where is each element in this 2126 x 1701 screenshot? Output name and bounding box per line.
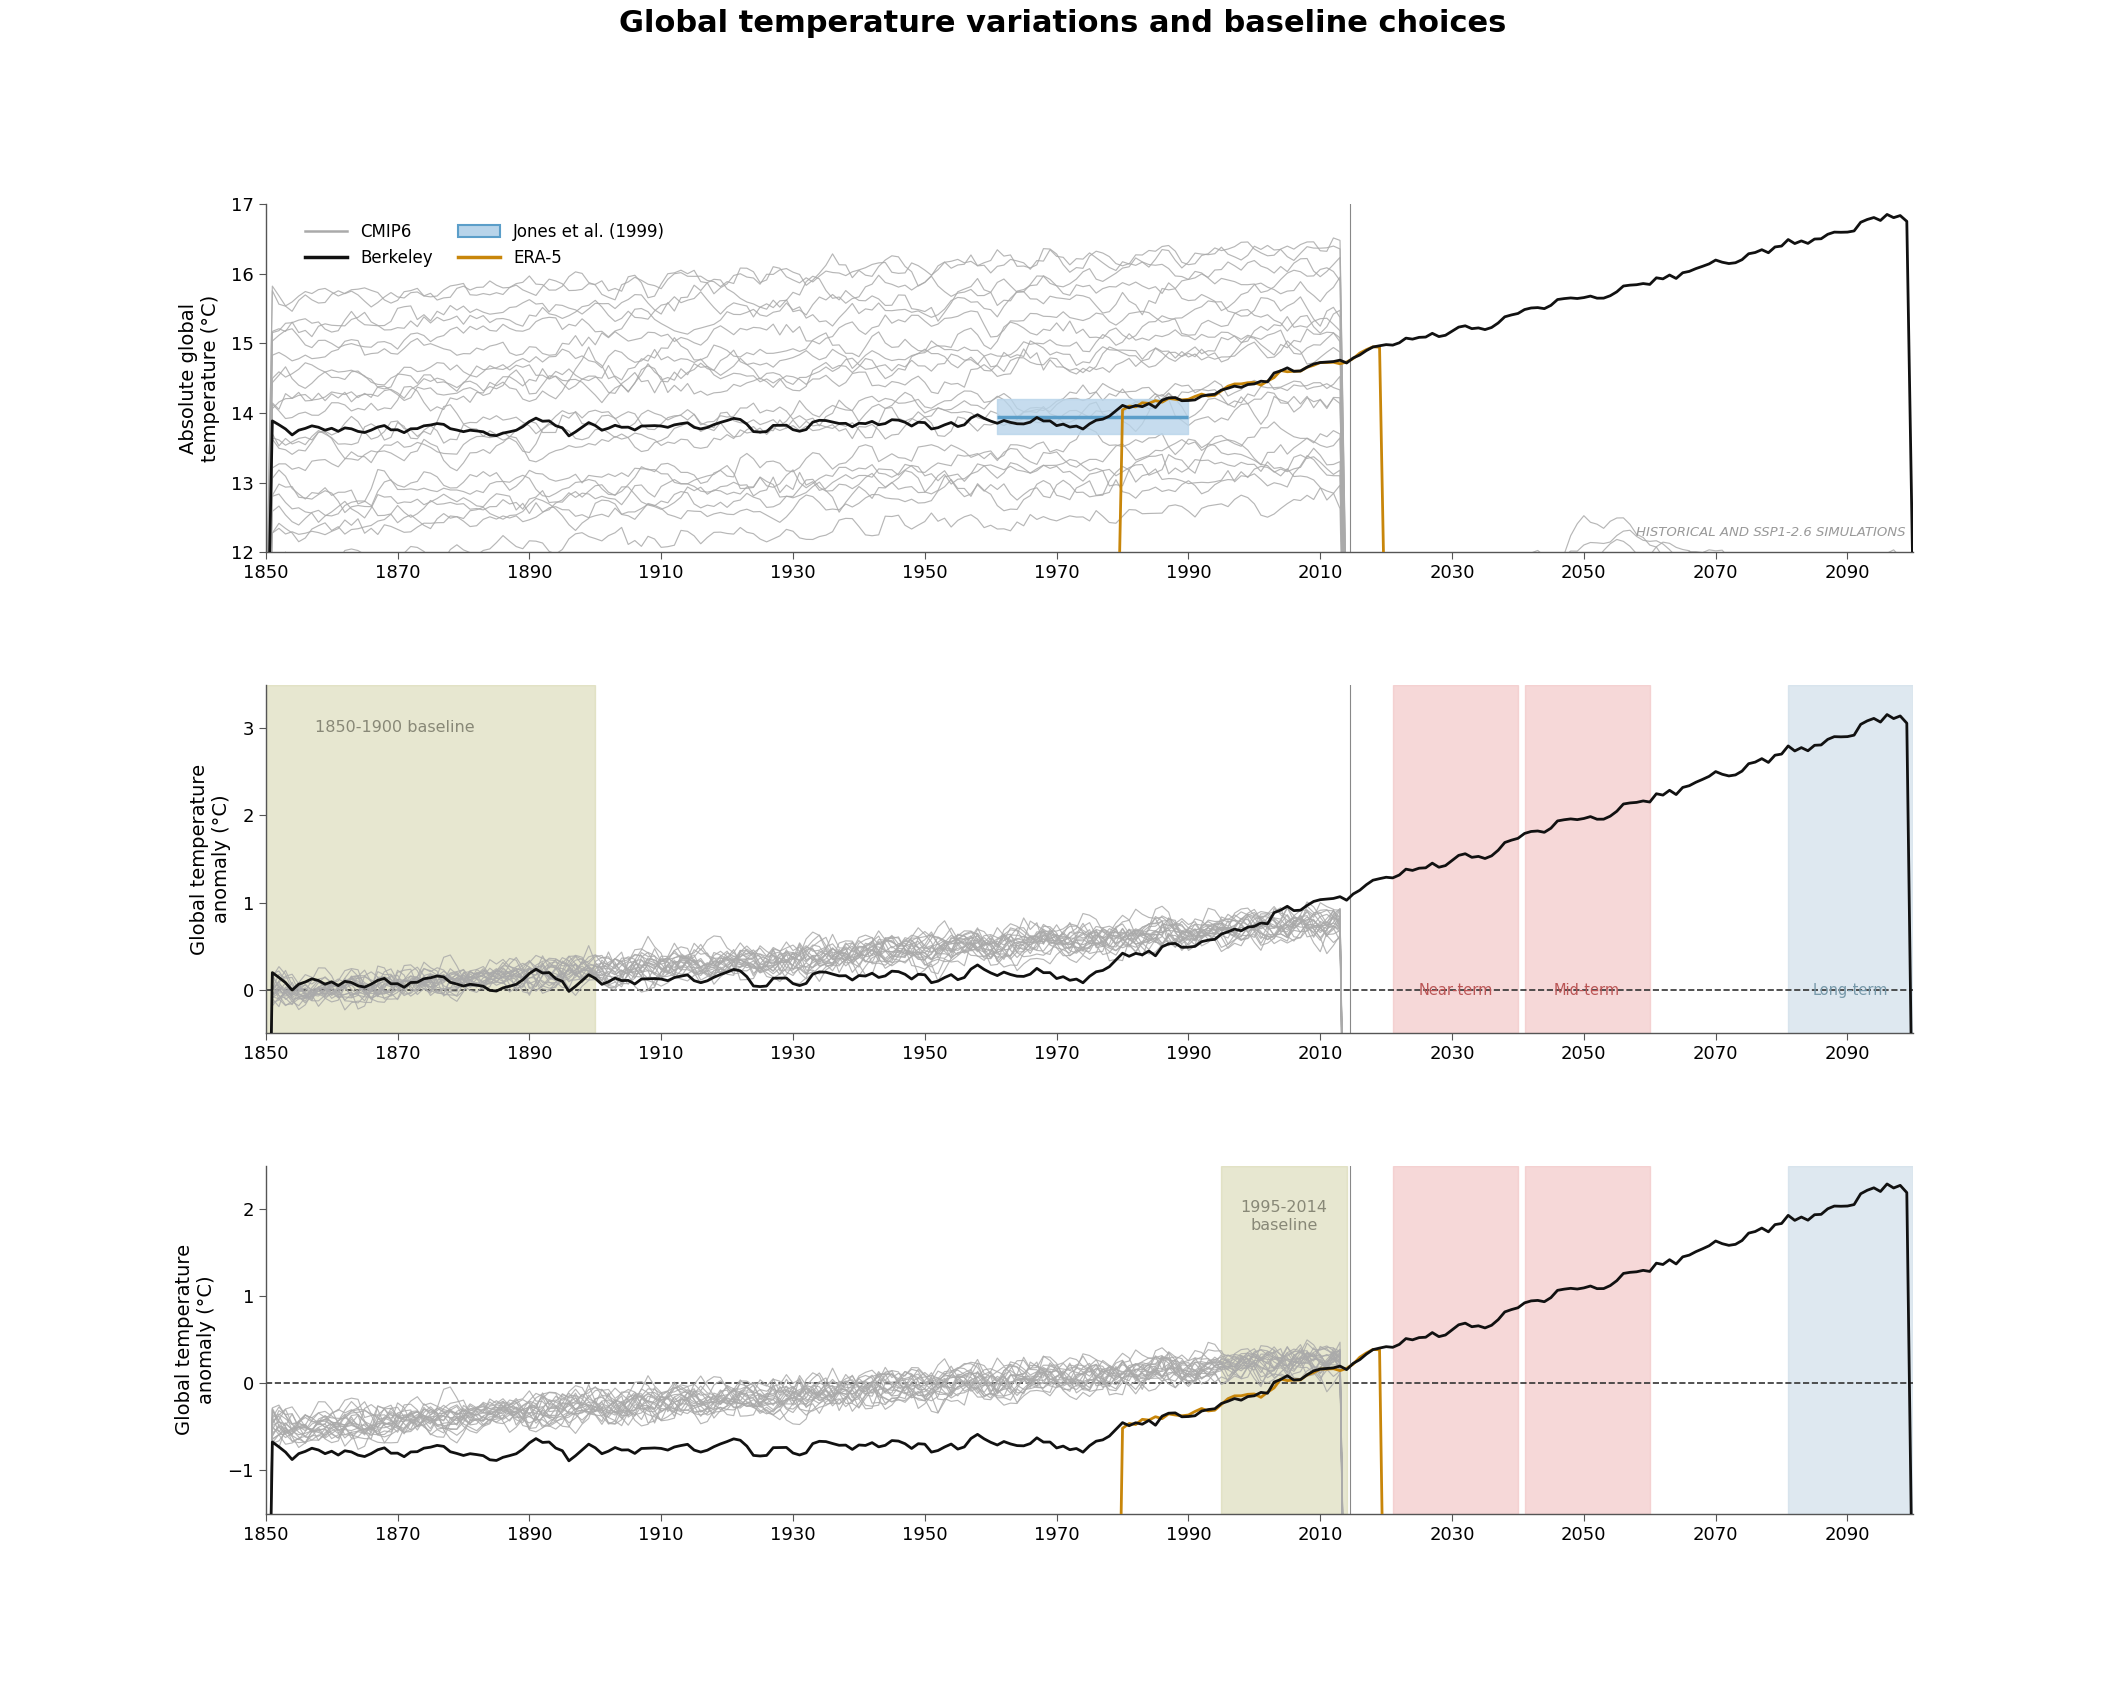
Text: Global temperature variations and baseline choices: Global temperature variations and baseli… bbox=[619, 9, 1507, 37]
Y-axis label: Global temperature
anomaly (°C): Global temperature anomaly (°C) bbox=[174, 1243, 217, 1436]
Text: 1850-1900 baseline: 1850-1900 baseline bbox=[315, 720, 474, 735]
Text: 1995-2014
baseline: 1995-2014 baseline bbox=[1239, 1201, 1327, 1233]
Bar bbox=[1788, 1165, 1913, 1514]
Bar bbox=[266, 686, 595, 1033]
Bar bbox=[1393, 686, 1518, 1033]
Bar bbox=[1524, 1165, 1650, 1514]
Text: HISTORICAL AND SSP1-2.6 SIMULATIONS: HISTORICAL AND SSP1-2.6 SIMULATIONS bbox=[1635, 526, 1905, 539]
Bar bbox=[1393, 1165, 1518, 1514]
Bar bbox=[1788, 686, 1913, 1033]
Text: Near-term: Near-term bbox=[1418, 983, 1492, 998]
Text: Long-term: Long-term bbox=[1813, 983, 1888, 998]
Y-axis label: Absolute global
temperature (°C): Absolute global temperature (°C) bbox=[179, 294, 219, 463]
Bar bbox=[1524, 686, 1650, 1033]
Y-axis label: Global temperature
anomaly (°C): Global temperature anomaly (°C) bbox=[191, 764, 232, 954]
Bar bbox=[1222, 1165, 1346, 1514]
Text: Mid-term: Mid-term bbox=[1554, 983, 1620, 998]
Legend: CMIP6, Berkeley, Jones et al. (1999), ERA-5: CMIP6, Berkeley, Jones et al. (1999), ER… bbox=[300, 216, 672, 274]
